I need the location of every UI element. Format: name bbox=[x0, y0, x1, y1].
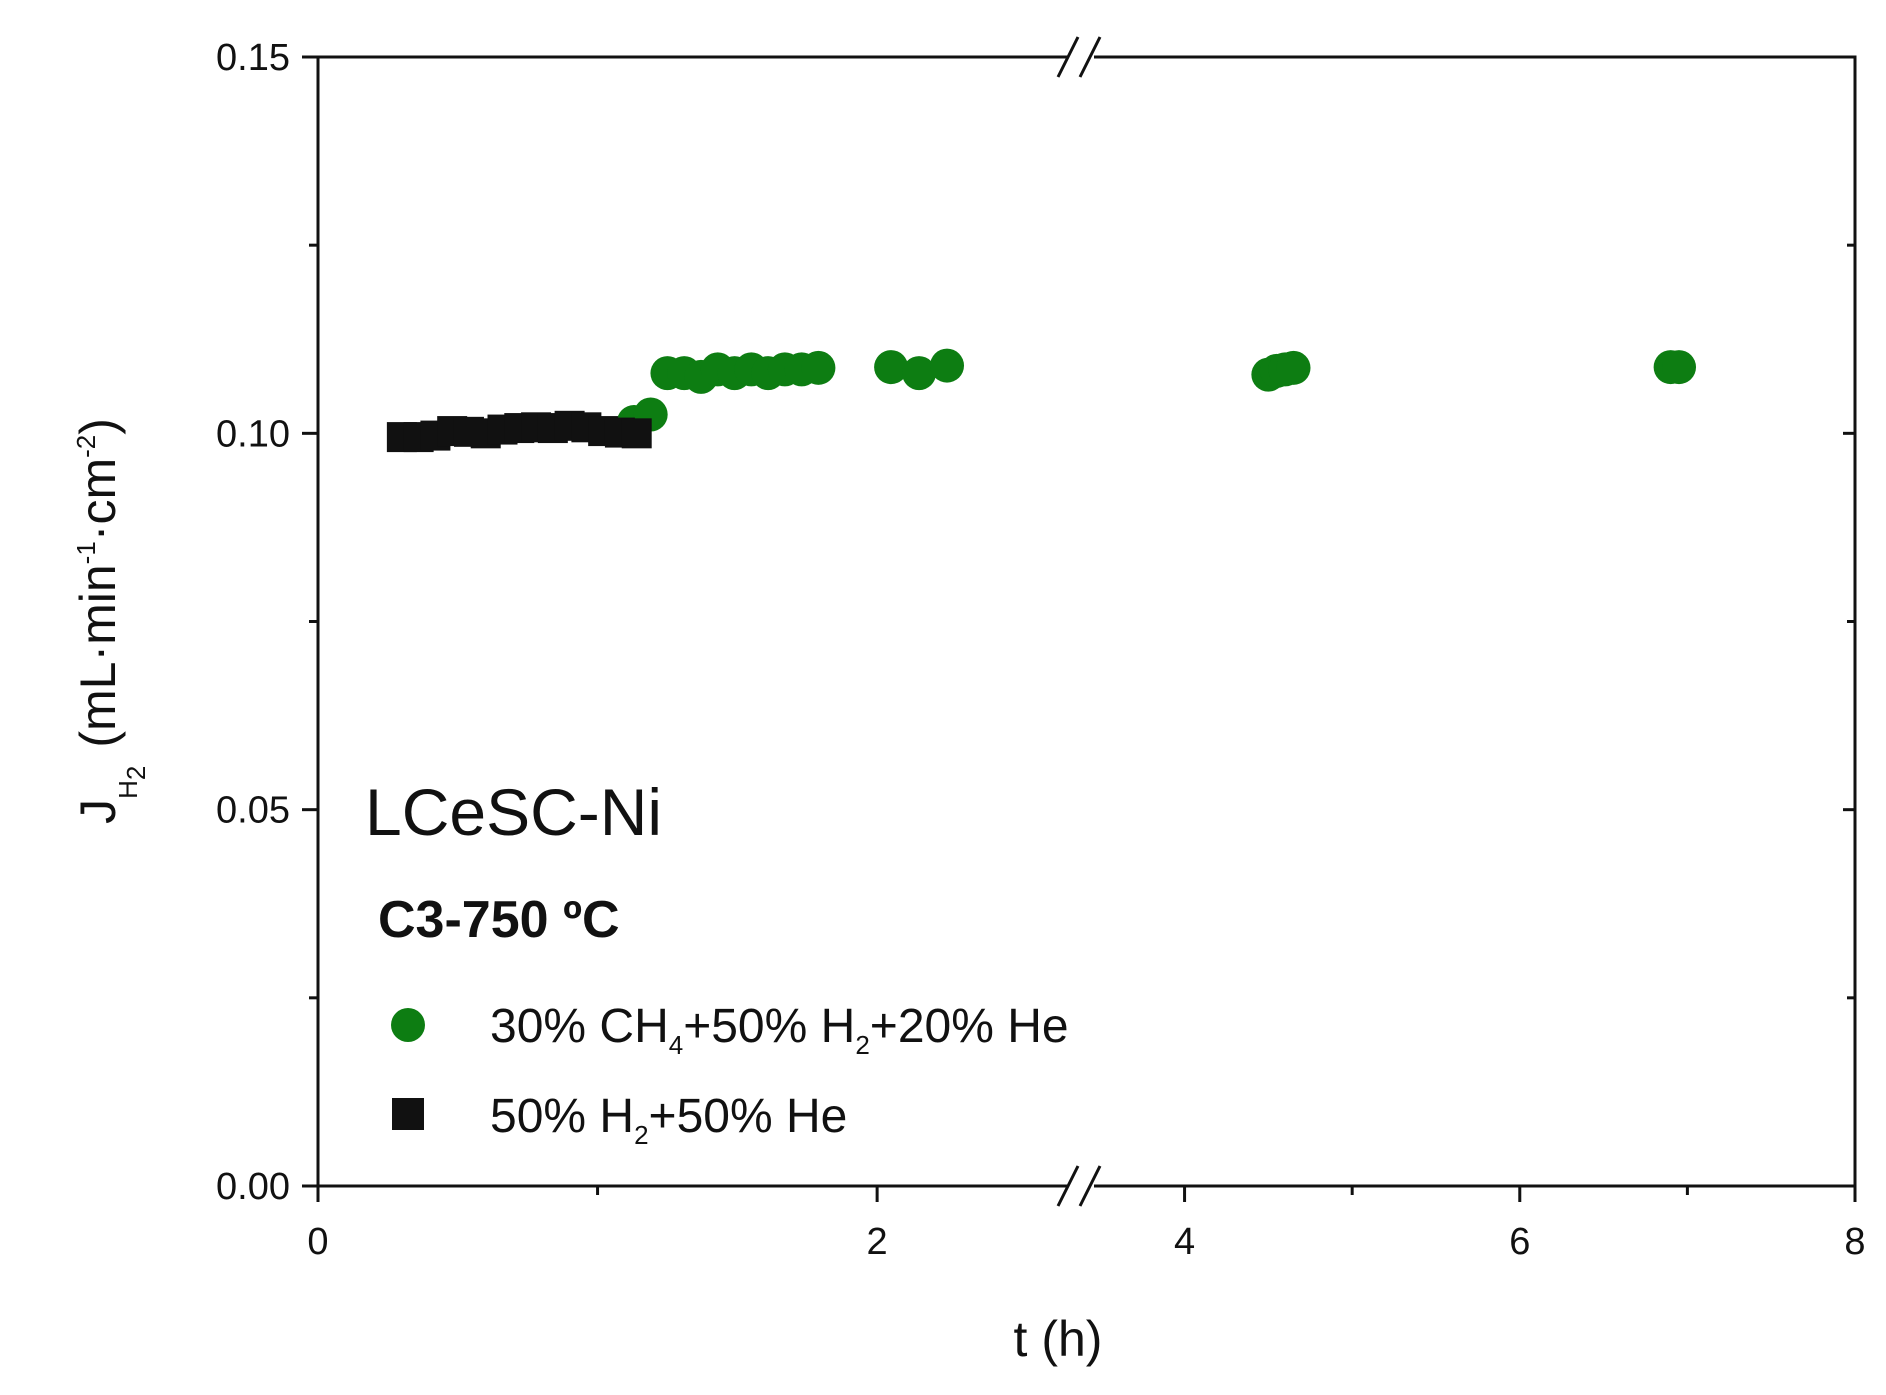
y-tick-label: 0.05 bbox=[216, 790, 290, 832]
y-axis-title-subsub: 2 bbox=[121, 766, 151, 780]
legend-h2-part2: +50% He bbox=[649, 1090, 848, 1143]
x-tick-label: 4 bbox=[1174, 1221, 1195, 1263]
data-point-circle bbox=[1662, 350, 1697, 385]
legend-ch4-sub2: 2 bbox=[855, 1030, 869, 1060]
legend-h2-part1: 50% H bbox=[490, 1090, 634, 1143]
y-tick-label: 0.10 bbox=[216, 413, 290, 455]
legend-label-ch4: 30% CH4+50% H2+20% He bbox=[490, 1000, 1069, 1060]
y-axis-title-close: ) bbox=[70, 418, 126, 435]
legend: 30% CH4+50% H2+20% He 50% H2+50% He bbox=[391, 1000, 1069, 1150]
legend-ch4-part3: +20% He bbox=[870, 1000, 1069, 1053]
data-series bbox=[386, 348, 1697, 453]
data-point-circle bbox=[930, 348, 965, 383]
data-point-circle bbox=[1276, 350, 1311, 385]
legend-marker-square bbox=[392, 1098, 424, 1130]
y-axis-title-exp2: -2 bbox=[71, 435, 101, 458]
data-point-circle bbox=[902, 356, 937, 391]
x-tick-label: 0 bbox=[307, 1221, 328, 1263]
x-tick-label: 6 bbox=[1509, 1221, 1530, 1263]
legend-ch4-part2: +50% H bbox=[683, 1000, 855, 1053]
axis-break-slash bbox=[1078, 1165, 1102, 1207]
legend-label-h2: 50% H2+50% He bbox=[490, 1090, 847, 1150]
legend-ch4-part1: 30% CH bbox=[490, 1000, 669, 1053]
y-tick-label: 0.00 bbox=[216, 1166, 290, 1208]
y-axis-title: JH2 (mL·min-1·cm-2) bbox=[70, 418, 151, 824]
y-axis-title-unit-mid: ·cm bbox=[70, 458, 126, 541]
y-tick-label: 0.15 bbox=[216, 37, 290, 79]
axis-break-slash bbox=[1056, 36, 1080, 78]
legend-h2-sub1: 2 bbox=[634, 1120, 648, 1150]
y-axis-title-main: J bbox=[70, 799, 126, 824]
y-axis-title-exp1: -1 bbox=[71, 541, 101, 564]
x-axis-title: t (h) bbox=[1014, 1311, 1103, 1367]
annotation-condition: C3-750 ºC bbox=[378, 891, 620, 949]
y-axis-title-sub: H bbox=[113, 780, 143, 799]
axis-break-marks bbox=[1056, 36, 1102, 1207]
axis-break-slash bbox=[1056, 1165, 1080, 1207]
y-axis-ticks: 0.00 0.05 0.10 0.15 bbox=[216, 37, 1855, 1208]
x-tick-label: 8 bbox=[1844, 1221, 1865, 1263]
legend-ch4-sub1: 4 bbox=[669, 1030, 683, 1060]
annotation-material: LCeSC-Ni bbox=[365, 775, 662, 849]
legend-marker-circle bbox=[391, 1008, 425, 1042]
data-point-circle bbox=[874, 350, 909, 385]
axis-break-slash bbox=[1078, 36, 1102, 78]
x-axis-ticks: 0 2 4 6 8 bbox=[307, 1186, 1866, 1263]
y-axis-title-unit: (mL·min bbox=[70, 564, 126, 747]
x-tick-label: 2 bbox=[867, 1221, 888, 1263]
data-point-circle bbox=[801, 350, 836, 385]
data-point-square bbox=[621, 418, 652, 449]
